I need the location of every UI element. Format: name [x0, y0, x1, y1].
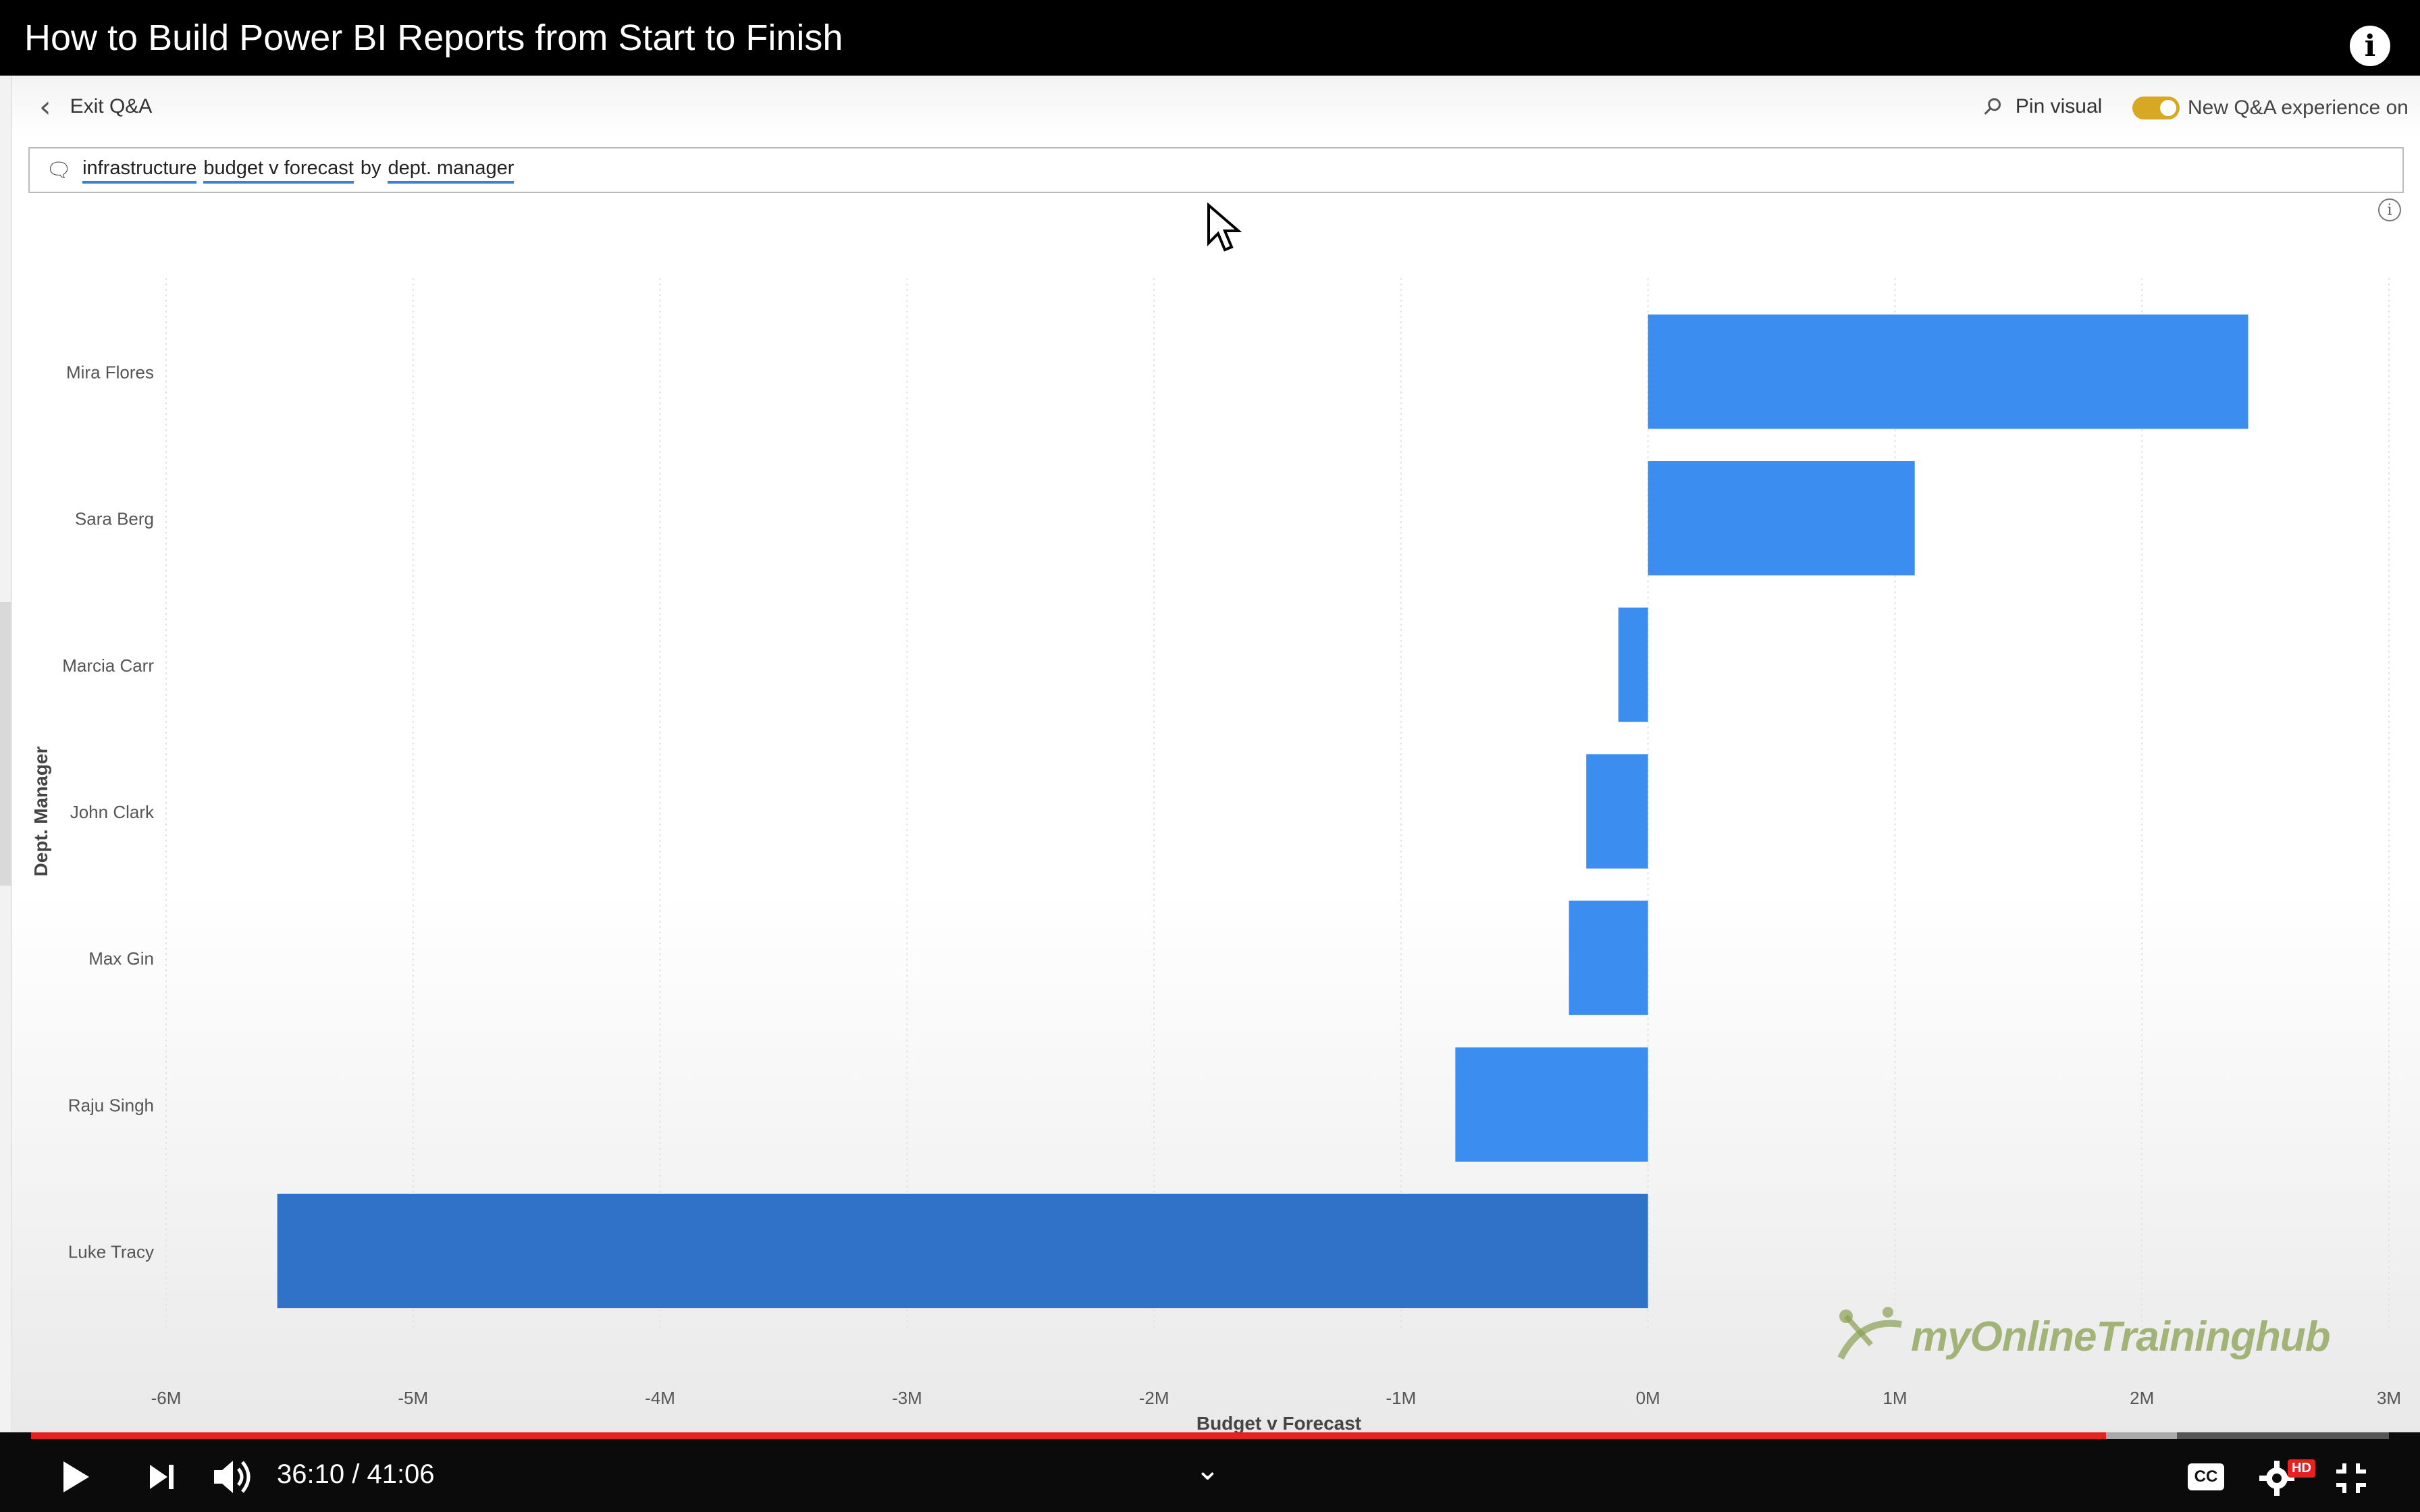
qa-term[interactable]: infrastructure [82, 157, 197, 184]
category-label: Luke Tracy [68, 1241, 154, 1262]
category-label: Raju Singh [68, 1095, 154, 1115]
category-label: Max Gin [88, 948, 154, 969]
x-tick-label: -4M [645, 1388, 675, 1408]
qa-question-input[interactable]: 🗨 infrastructure budget v forecast by dept.… [28, 147, 2404, 193]
bar-raju-singh[interactable] [1455, 1047, 1648, 1162]
hd-badge: HD [2288, 1459, 2315, 1478]
powerbi-qa-canvas: ‹ Exit Q&A ⚲ Pin visual New Q&A experien… [0, 76, 2420, 1432]
category-label: Mira Flores [66, 362, 154, 383]
time-separator: / [344, 1459, 367, 1489]
watermark-text: myOnlineTraininghub [1911, 1313, 2331, 1360]
watermark-swoosh-icon [1837, 1307, 1902, 1360]
volume-icon [214, 1461, 251, 1493]
qa-question-text: infrastructure budget v forecast by dept. m… [82, 157, 515, 184]
progress-played [31, 1432, 2106, 1439]
x-tick-label: -5M [398, 1388, 428, 1408]
budget-forecast-bar-chart: Mira Flores Sara Berg Marcia Carr John Clar… [30, 278, 2401, 1432]
pin-visual-label: Pin visual [2015, 95, 2103, 117]
qa-term[interactable]: by [360, 157, 382, 179]
duration: 41:06 [367, 1459, 435, 1489]
x-tick-label: -6M [151, 1388, 182, 1408]
qa-toolbar: ‹ Exit Q&A ⚲ Pin visual New Q&A experien… [12, 76, 2420, 138]
category-label: Marcia Carr [62, 655, 154, 676]
bar-mira-flores[interactable] [1648, 314, 2248, 429]
next-button[interactable] [142, 1457, 182, 1497]
mouse-cursor-icon [1207, 202, 1242, 252]
exit-fullscreen-button[interactable] [2330, 1457, 2373, 1500]
play-button[interactable] [54, 1455, 97, 1498]
chevron-down-icon[interactable]: ⌄ [1195, 1453, 1220, 1487]
bar-sara-berg[interactable] [1648, 461, 1915, 576]
x-tick-label: -3M [892, 1388, 922, 1408]
left-scroll-strip[interactable] [0, 76, 12, 1432]
bar-marcia-carr[interactable] [1618, 608, 1648, 722]
exit-fullscreen-icon [2336, 1463, 2366, 1493]
captions-button[interactable]: CC [2188, 1463, 2224, 1490]
video-title: How to Build Power BI Reports from Start… [24, 18, 843, 58]
bar-luke-tracy[interactable] [277, 1193, 1648, 1309]
skip-next-icon [150, 1465, 174, 1489]
exit-qa-label: Exit Q&A [70, 95, 153, 117]
settings-button[interactable] [2255, 1457, 2298, 1500]
exit-qa-button[interactable]: ‹ Exit Q&A [39, 88, 152, 126]
x-tick-label: 0M [1636, 1388, 1660, 1408]
video-player-controls: 36:10 / 41:06 ⌄ CC HD [0, 1432, 2420, 1512]
volume-button[interactable] [209, 1455, 257, 1498]
new-qa-toggle-group: New Q&A experience on [2132, 89, 2409, 127]
speech-bubble-icon: 🗨 [46, 158, 72, 182]
watermark-logo: myOnlineTraininghub [1834, 1304, 2331, 1369]
video-title-bar: How to Build Power BI Reports from Start… [0, 0, 2420, 76]
x-tick-label: 3M [2377, 1388, 2401, 1408]
chevron-left-icon: ‹ [39, 89, 51, 124]
x-tick-label: -2M [1139, 1388, 1169, 1408]
play-icon [63, 1461, 89, 1492]
info-icon[interactable]: i [2350, 26, 2390, 66]
new-qa-toggle-label: New Q&A experience on [2188, 97, 2409, 119]
category-label: John Clark [70, 802, 155, 822]
gear-icon [2259, 1461, 2294, 1496]
x-axis-title: Budget v Forecast [1196, 1413, 1361, 1432]
qa-term[interactable]: budget v forecast [203, 157, 354, 184]
pin-visual-button[interactable]: ⚲ Pin visual [1977, 88, 2103, 126]
time-display: 36:10 / 41:06 [277, 1459, 435, 1490]
progress-bar[interactable] [31, 1432, 2389, 1439]
qa-term[interactable]: dept. manager [388, 157, 515, 184]
bar-max-gin[interactable] [1569, 900, 1648, 1015]
new-qa-toggle-switch[interactable] [2132, 97, 2180, 119]
x-tick-label: -1M [1386, 1388, 1416, 1408]
current-time: 36:10 [277, 1459, 345, 1489]
category-label: Sara Berg [75, 509, 154, 529]
x-tick-label: 1M [1883, 1388, 1907, 1408]
y-axis-title: Dept. Manager [30, 746, 51, 876]
visual-info-icon[interactable]: i [2378, 198, 2401, 221]
scroll-thumb[interactable] [0, 602, 11, 886]
bar-john-clark[interactable] [1586, 754, 1648, 869]
x-tick-label: 2M [2130, 1388, 2154, 1408]
